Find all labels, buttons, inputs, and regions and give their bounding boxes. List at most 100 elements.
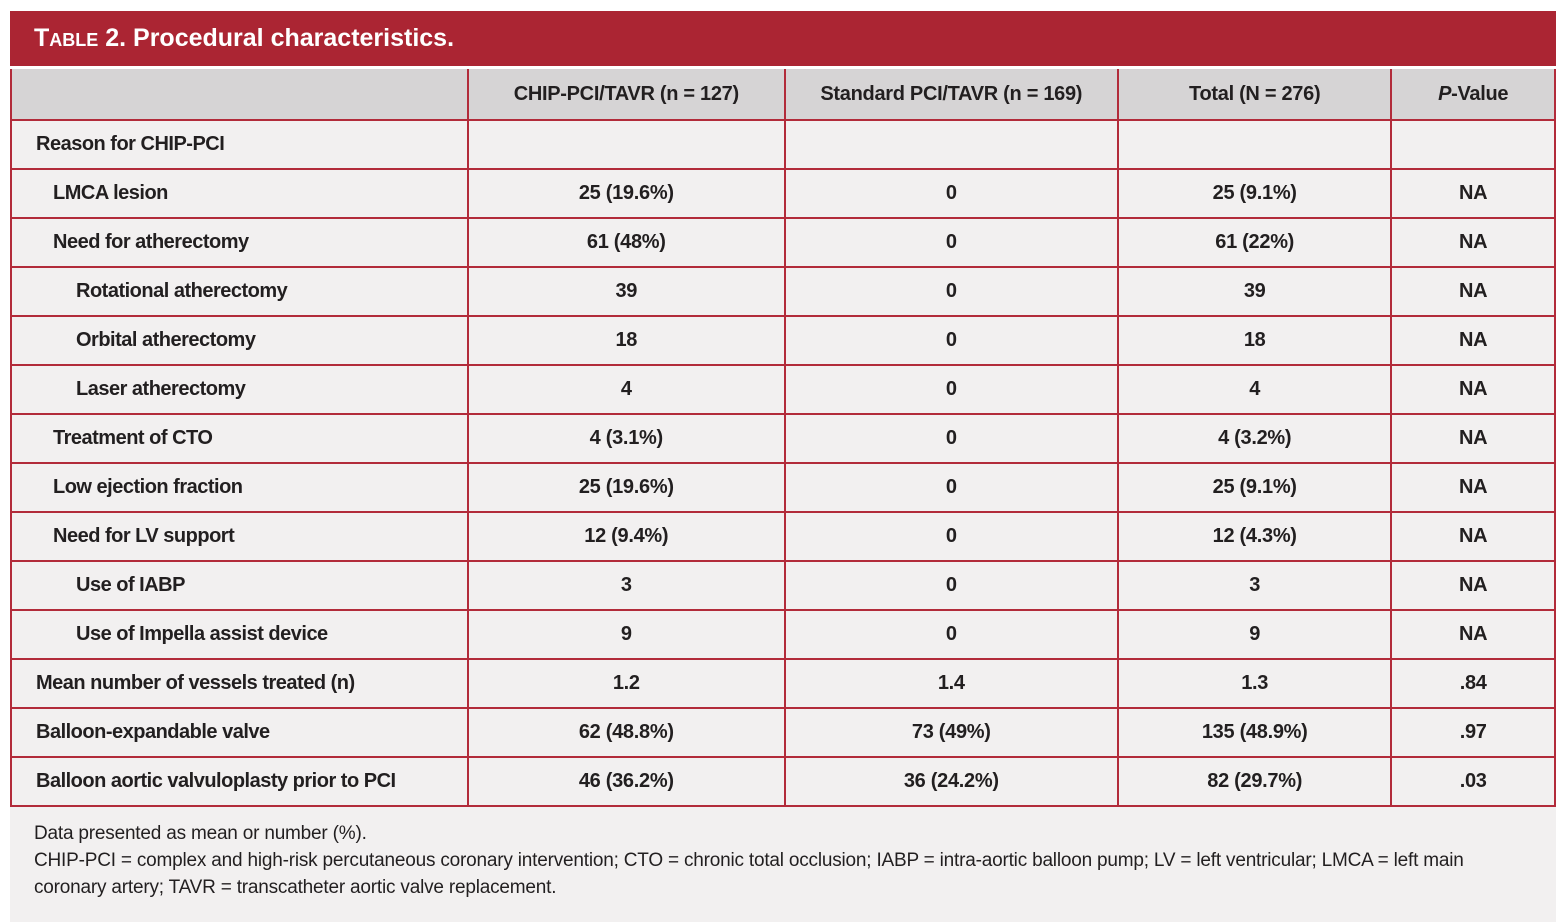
cell-pvalue: NA xyxy=(1390,169,1555,219)
table-row: Balloon-expandable valve 62 (48.8%) 73 (… xyxy=(11,708,1555,758)
row-label: Need for LV support xyxy=(11,512,469,562)
cell-pvalue: NA xyxy=(1390,414,1555,464)
procedural-characteristics-table: CHIP-PCI/TAVR (n = 127) Standard PCI/TAV… xyxy=(10,69,1556,807)
table-header: CHIP-PCI/TAVR (n = 127) Standard PCI/TAV… xyxy=(11,69,1555,121)
cell-standard: 0 xyxy=(783,218,1119,268)
table-row: Need for atherectomy 61 (48%) 0 61 (22%)… xyxy=(11,218,1555,268)
table-body: Reason for CHIP-PCI LMCA lesion 25 (19.6… xyxy=(11,120,1555,806)
cell-chip: 4 (3.1%) xyxy=(467,414,785,464)
cell-total xyxy=(1117,120,1392,170)
cell-total: 18 xyxy=(1117,316,1392,366)
cell-total: 61 (22%) xyxy=(1117,218,1392,268)
table-row: Use of IABP 3 0 3 NA xyxy=(11,561,1555,611)
cell-standard: 1.4 xyxy=(783,659,1119,709)
cell-chip: 62 (48.8%) xyxy=(467,708,785,758)
row-label: Use of Impella assist device xyxy=(11,610,469,660)
cell-total: 39 xyxy=(1117,267,1392,317)
row-label: Laser atherectomy xyxy=(11,365,469,415)
table-row: Need for LV support 12 (9.4%) 0 12 (4.3%… xyxy=(11,512,1555,562)
cell-total: 25 (9.1%) xyxy=(1117,169,1392,219)
header-total: Total (N = 276) xyxy=(1117,69,1392,121)
row-label: LMCA lesion xyxy=(11,169,469,219)
footnote-data-presented: Data presented as mean or number (%). xyxy=(34,823,367,844)
table-title-bar: Table 2. Procedural characteristics. xyxy=(10,11,1556,66)
table-row: Reason for CHIP-PCI xyxy=(11,120,1555,170)
cell-standard: 0 xyxy=(783,610,1119,660)
header-chip-pci-tavr: CHIP-PCI/TAVR (n = 127) xyxy=(467,69,785,121)
cell-chip: 1.2 xyxy=(467,659,785,709)
cell-total: 82 (29.7%) xyxy=(1117,757,1392,806)
cell-chip: 61 (48%) xyxy=(467,218,785,268)
cell-standard: 36 (24.2%) xyxy=(783,757,1119,806)
cell-pvalue: NA xyxy=(1390,561,1555,611)
cell-chip: 4 xyxy=(467,365,785,415)
cell-chip: 18 xyxy=(467,316,785,366)
cell-standard: 73 (49%) xyxy=(783,708,1119,758)
row-label: Treatment of CTO xyxy=(11,414,469,464)
cell-pvalue: NA xyxy=(1390,267,1555,317)
row-label: Use of IABP xyxy=(11,561,469,611)
row-label: Rotational atherectomy xyxy=(11,267,469,317)
row-label: Low ejection fraction xyxy=(11,463,469,513)
table-row: LMCA lesion 25 (19.6%) 0 25 (9.1%) NA xyxy=(11,169,1555,219)
cell-standard: 0 xyxy=(783,169,1119,219)
cell-standard xyxy=(783,120,1119,170)
cell-total: 1.3 xyxy=(1117,659,1392,709)
cell-standard: 0 xyxy=(783,316,1119,366)
cell-pvalue xyxy=(1390,120,1555,170)
cell-standard: 0 xyxy=(783,414,1119,464)
row-label: Balloon aortic valvuloplasty prior to PC… xyxy=(11,757,469,806)
cell-standard: 0 xyxy=(783,561,1119,611)
cell-chip xyxy=(467,120,785,170)
table-row: Rotational atherectomy 39 0 39 NA xyxy=(11,267,1555,317)
cell-total: 4 (3.2%) xyxy=(1117,414,1392,464)
table-footnotes: Data presented as mean or number (%). CH… xyxy=(10,807,1556,922)
row-label: Need for atherectomy xyxy=(11,218,469,268)
cell-chip: 3 xyxy=(467,561,785,611)
cell-standard: 0 xyxy=(783,267,1119,317)
table-title-text: Procedural characteristics. xyxy=(126,24,455,52)
table-figure: Table 2. Procedural characteristics. CHI… xyxy=(10,11,1556,922)
cell-standard: 0 xyxy=(783,365,1119,415)
cell-chip: 12 (9.4%) xyxy=(467,512,785,562)
footnote-abbreviations: CHIP-PCI = complex and high-risk percuta… xyxy=(34,849,1464,898)
cell-chip: 25 (19.6%) xyxy=(467,463,785,513)
table-row: Laser atherectomy 4 0 4 NA xyxy=(11,365,1555,415)
row-label: Balloon-expandable valve xyxy=(11,708,469,758)
cell-pvalue: NA xyxy=(1390,316,1555,366)
table-row: Balloon aortic valvuloplasty prior to PC… xyxy=(11,757,1555,806)
cell-total: 3 xyxy=(1117,561,1392,611)
row-label: Reason for CHIP-PCI xyxy=(11,120,469,170)
cell-standard: 0 xyxy=(783,512,1119,562)
header-p-value: P-Value xyxy=(1390,69,1555,121)
cell-total: 4 xyxy=(1117,365,1392,415)
cell-standard: 0 xyxy=(783,463,1119,513)
row-label: Orbital atherectomy xyxy=(11,316,469,366)
cell-total: 135 (48.9%) xyxy=(1117,708,1392,758)
cell-pvalue: NA xyxy=(1390,610,1555,660)
table-row: Low ejection fraction 25 (19.6%) 0 25 (9… xyxy=(11,463,1555,513)
cell-pvalue: .03 xyxy=(1390,757,1555,806)
header-standard-pci-tavr: Standard PCI/TAVR (n = 169) xyxy=(783,69,1119,121)
table-row: Treatment of CTO 4 (3.1%) 0 4 (3.2%) NA xyxy=(11,414,1555,464)
header-row-label-column xyxy=(11,69,469,121)
cell-pvalue: NA xyxy=(1390,512,1555,562)
cell-chip: 39 xyxy=(467,267,785,317)
cell-pvalue: .97 xyxy=(1390,708,1555,758)
header-row: CHIP-PCI/TAVR (n = 127) Standard PCI/TAV… xyxy=(11,69,1555,121)
row-label: Mean number of vessels treated (n) xyxy=(11,659,469,709)
cell-pvalue: NA xyxy=(1390,365,1555,415)
table-number-label: Table 2. xyxy=(34,24,127,52)
cell-pvalue: NA xyxy=(1390,218,1555,268)
cell-total: 12 (4.3%) xyxy=(1117,512,1392,562)
table-row: Mean number of vessels treated (n) 1.2 1… xyxy=(11,659,1555,709)
cell-pvalue: .84 xyxy=(1390,659,1555,709)
cell-total: 9 xyxy=(1117,610,1392,660)
cell-chip: 46 (36.2%) xyxy=(467,757,785,806)
cell-pvalue: NA xyxy=(1390,463,1555,513)
table-row: Orbital atherectomy 18 0 18 NA xyxy=(11,316,1555,366)
p-value-rest: -Value xyxy=(1451,82,1509,105)
cell-chip: 25 (19.6%) xyxy=(467,169,785,219)
cell-total: 25 (9.1%) xyxy=(1117,463,1392,513)
table-row: Use of Impella assist device 9 0 9 NA xyxy=(11,610,1555,660)
